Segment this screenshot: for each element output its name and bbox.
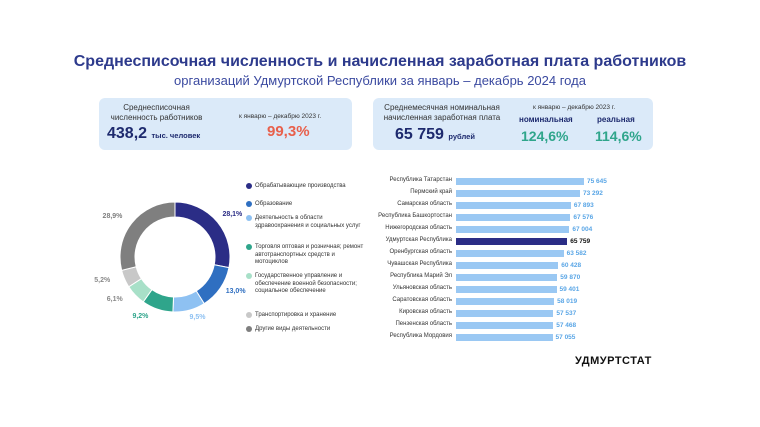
bar-value-label: 57 468 bbox=[556, 321, 577, 329]
donut-slice-label: 6,1% bbox=[106, 296, 123, 304]
bar-category-label: Республика Башкортостан bbox=[378, 213, 452, 219]
bar-category-label: Нижегородская область bbox=[385, 225, 452, 231]
donut-slice-label: 28,1% bbox=[222, 211, 243, 219]
wage-nominal-value: 124,6% bbox=[521, 128, 569, 144]
bar-category-label: Саратовская область bbox=[392, 297, 452, 303]
industry-donut-chart bbox=[119, 201, 231, 313]
donut-slice-label: 9,5% bbox=[189, 313, 206, 321]
legend-swatch bbox=[246, 312, 252, 318]
legend-item: Другие виды деятельности bbox=[246, 326, 365, 334]
wage-label: Среднемесячная номинальная начисленная з… bbox=[377, 103, 507, 123]
bar-value-label: 57 055 bbox=[555, 333, 576, 341]
legend-label: Транспортировка и хранение bbox=[255, 312, 337, 318]
bar bbox=[456, 190, 581, 197]
bar bbox=[456, 274, 558, 281]
employment-label-line2: численность работников bbox=[110, 113, 203, 122]
page-subtitle: организаций Удмуртской Республики за янв… bbox=[174, 73, 586, 88]
donut-slice-label: 5,2% bbox=[94, 277, 111, 285]
donut-slice bbox=[195, 264, 230, 305]
bar-category-label: Республика Мордовия bbox=[389, 333, 452, 339]
employment-label-line1: Среднесписочная bbox=[123, 103, 190, 112]
legend-item: Деятельность в области здравоохранения и… bbox=[246, 215, 365, 230]
legend-item: Образование bbox=[246, 201, 365, 209]
bar bbox=[456, 178, 584, 185]
bar-category-label: Самарская область bbox=[397, 201, 452, 207]
bar bbox=[456, 238, 568, 245]
page-title: Среднесписочная численность и начисленна… bbox=[73, 53, 687, 70]
employment-compare-label: к январю – декабрю 2023 г. bbox=[239, 113, 322, 120]
wage-real-value: 114,6% bbox=[595, 128, 642, 144]
bar bbox=[456, 262, 559, 269]
bar-value-label: 67 893 bbox=[573, 201, 594, 209]
bar-category-label: Кировская область bbox=[399, 309, 452, 315]
bar bbox=[456, 298, 555, 305]
legend-swatch bbox=[246, 183, 252, 189]
legend-item: Торговля оптовая и розничная; ремонт авт… bbox=[246, 244, 365, 267]
legend-label: Торговля оптовая и розничная; ремонт авт… bbox=[255, 244, 364, 265]
legend-swatch bbox=[246, 326, 252, 332]
bar-value-label: 58 019 bbox=[557, 297, 578, 305]
wage-value: 65 759 bbox=[395, 126, 444, 143]
donut-slice-label: 28,9% bbox=[102, 212, 123, 220]
employment-card: Среднесписочная численность работников 4… bbox=[99, 98, 352, 150]
bar bbox=[456, 322, 554, 329]
legend-swatch bbox=[246, 273, 252, 279]
bar-value-label: 73 292 bbox=[583, 189, 603, 197]
bar-value-label: 63 582 bbox=[566, 249, 587, 257]
donut-slice-label: 13,0% bbox=[225, 288, 246, 296]
legend-label: Деятельность в области здравоохранения и… bbox=[255, 215, 361, 229]
bar-category-label: Пермский край bbox=[410, 189, 452, 195]
bar-category-label: Оренбургская область bbox=[389, 249, 452, 255]
udmurtstat-logo: УДМУРТСТАТ bbox=[575, 355, 652, 367]
bar-category-label: Ульяновская область bbox=[392, 285, 452, 291]
bar-category-label: Пензенская область bbox=[395, 321, 452, 327]
bar-category-label: Чувашская Республика bbox=[387, 261, 452, 267]
legend-swatch bbox=[246, 244, 252, 250]
wage-real-label: реальная bbox=[597, 115, 635, 124]
bar bbox=[456, 214, 571, 221]
bar bbox=[456, 334, 553, 341]
wage-compare-label: к январю – декабрю 2023 г. bbox=[533, 104, 616, 111]
legend-swatch bbox=[246, 215, 252, 221]
wage-nominal-label: номинальная bbox=[519, 115, 573, 124]
bar-category-label: Республика Татарстан bbox=[389, 177, 452, 183]
employment-label: Среднесписочная численность работников bbox=[109, 103, 204, 123]
bar bbox=[456, 310, 554, 317]
bar-value-label: 67 576 bbox=[573, 213, 594, 221]
donut-slice bbox=[119, 201, 176, 271]
bar bbox=[456, 286, 557, 293]
wage-unit: рублей bbox=[448, 132, 475, 141]
bar-value-label: 59 870 bbox=[560, 273, 581, 281]
employment-compare-value: 99,3% bbox=[267, 123, 310, 140]
bar-value-label: 60 428 bbox=[561, 261, 582, 269]
legend-item: Обрабатывающие производства bbox=[246, 183, 365, 191]
employment-unit: тыс. человек bbox=[151, 131, 201, 140]
bar-category-label: Республика Марий Эл bbox=[390, 273, 452, 279]
legend-label: Государственное управление и обеспечение… bbox=[255, 273, 357, 294]
legend-swatch bbox=[246, 201, 252, 207]
wage-value-row: 65 759 рублей bbox=[395, 126, 475, 144]
wage-card: Среднемесячная номинальная начисленная з… bbox=[373, 98, 653, 150]
employment-value-row: 438,2 тыс. человек bbox=[107, 125, 200, 143]
wage-label-line1: Среднемесячная номинальная bbox=[384, 103, 500, 112]
wage-label-line2: начисленная заработная плата bbox=[383, 113, 501, 122]
bar-value-label: 67 004 bbox=[572, 225, 593, 233]
legend-label: Обрабатывающие производства bbox=[255, 183, 346, 189]
employment-value: 438,2 bbox=[107, 125, 148, 142]
legend-label: Образование bbox=[255, 201, 293, 207]
bar-value-label: 57 537 bbox=[556, 309, 577, 317]
bar bbox=[456, 226, 570, 233]
bar-value-label: 59 401 bbox=[559, 285, 580, 293]
legend-item: Государственное управление и обеспечение… bbox=[246, 273, 365, 296]
donut-slice-label: 9,2% bbox=[132, 312, 149, 320]
bar-value-label: 65 759 bbox=[570, 237, 591, 245]
legend-item: Транспортировка и хранение bbox=[246, 312, 365, 320]
bar-category-label: Удмуртская Республика bbox=[385, 237, 452, 243]
bar bbox=[456, 202, 571, 209]
bar bbox=[456, 250, 564, 257]
legend-label: Другие виды деятельности bbox=[255, 326, 331, 332]
bar-value-label: 75 645 bbox=[587, 177, 607, 185]
